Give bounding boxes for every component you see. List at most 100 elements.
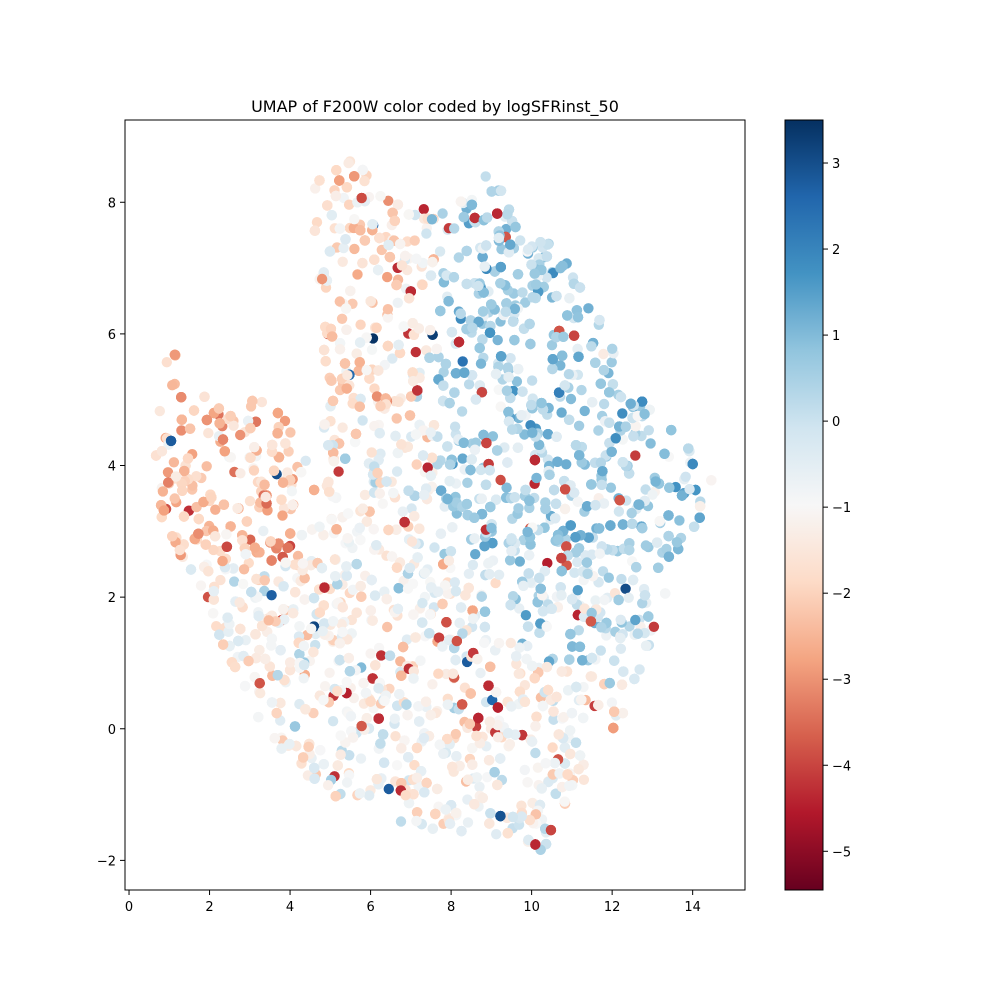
scatter-point (566, 594, 578, 605)
scatter-point (392, 297, 403, 308)
scatter-point (572, 496, 583, 507)
scatter-point (232, 503, 243, 514)
scatter-point (578, 681, 589, 693)
scatter-point (627, 518, 638, 529)
scatter-point (308, 592, 320, 604)
scatter-point (502, 828, 513, 839)
scatter-point (239, 680, 251, 692)
scatter-point (509, 492, 520, 503)
scatter-point (545, 824, 557, 836)
scatter-point (471, 730, 482, 742)
scatter-point (632, 628, 643, 639)
scatter-point (565, 748, 576, 760)
scatter-point (558, 331, 569, 342)
scatter-point (266, 555, 277, 566)
scatter-point (645, 438, 656, 449)
scatter-point (590, 595, 601, 606)
scatter-point (564, 780, 575, 791)
scatter-point (366, 574, 377, 586)
scatter-point (522, 244, 534, 255)
scatter-point (597, 466, 608, 477)
scatter-point (447, 522, 458, 533)
scatter-point (527, 292, 538, 303)
scatter-point (437, 598, 448, 610)
scatter-point (393, 396, 404, 407)
scatter-point (300, 455, 311, 466)
scatter-point (537, 700, 549, 712)
scatter-point (458, 437, 469, 448)
scatter-point (429, 542, 440, 553)
scatter-point (331, 165, 342, 176)
scatter-point (425, 270, 437, 281)
scatter-point (371, 774, 383, 785)
scatter-point (350, 428, 362, 440)
scatter-point (421, 228, 432, 239)
scatter-point (351, 607, 362, 618)
scatter-point (424, 628, 435, 639)
scatter-point (290, 587, 301, 598)
scatter-point (156, 446, 168, 457)
scatter-point (319, 681, 331, 692)
scatter-point (495, 401, 506, 412)
scatter-point (453, 252, 464, 263)
scatter-point (537, 606, 549, 617)
scatter-point (341, 676, 352, 688)
scatter-point (461, 245, 472, 257)
scatter-point (495, 351, 507, 362)
scatter-point (447, 761, 458, 773)
scatter-point (299, 573, 310, 584)
scatter-point (547, 742, 558, 753)
scatter-point (637, 522, 648, 534)
scatter-point (319, 582, 330, 593)
scatter-point (297, 558, 309, 569)
scatter-point (409, 759, 420, 771)
scatter-point (371, 322, 382, 333)
scatter-point (289, 559, 300, 570)
scatter-point (661, 543, 672, 555)
scatter-point (277, 477, 289, 488)
scatter-point (330, 791, 341, 802)
scatter-point (466, 370, 478, 381)
scatter-point (465, 688, 476, 699)
scatter-point (294, 649, 305, 660)
scatter-point (296, 529, 307, 541)
scatter-point (413, 701, 424, 712)
scatter-point (285, 528, 296, 539)
scatter-point (266, 633, 278, 644)
scatter-point (438, 748, 449, 759)
scatter-point (586, 479, 597, 490)
scatter-point (442, 588, 454, 599)
scatter-point (593, 523, 605, 534)
scatter-point (492, 732, 504, 743)
scatter-point (505, 599, 516, 611)
scatter-point (223, 626, 234, 637)
scatter-point (400, 250, 411, 262)
scatter-point (570, 547, 582, 558)
scatter-point (432, 783, 443, 795)
scatter-point (355, 534, 366, 546)
scatter-point (243, 655, 254, 667)
scatter-point (364, 790, 375, 801)
scatter-point (379, 695, 390, 706)
scatter-point (334, 654, 345, 666)
scatter-point (249, 542, 261, 553)
scatter-point (542, 557, 553, 569)
scatter-point (483, 557, 495, 569)
scatter-point (372, 264, 384, 276)
scatter-point (356, 720, 367, 732)
scatter-point (318, 529, 329, 541)
scatter-point (412, 552, 423, 563)
colorbar-tick-label: 1 (832, 329, 840, 344)
scatter-point (382, 621, 393, 633)
scatter-point (170, 471, 182, 482)
scatter-point (509, 303, 521, 315)
scatter-point (484, 716, 496, 727)
scatter-point (335, 730, 346, 741)
scatter-point (188, 405, 200, 416)
scatter-point (467, 605, 478, 616)
scatter-point (614, 495, 625, 506)
scatter-point (414, 523, 425, 534)
scatter-point (548, 484, 560, 496)
scatter-point (455, 308, 466, 319)
